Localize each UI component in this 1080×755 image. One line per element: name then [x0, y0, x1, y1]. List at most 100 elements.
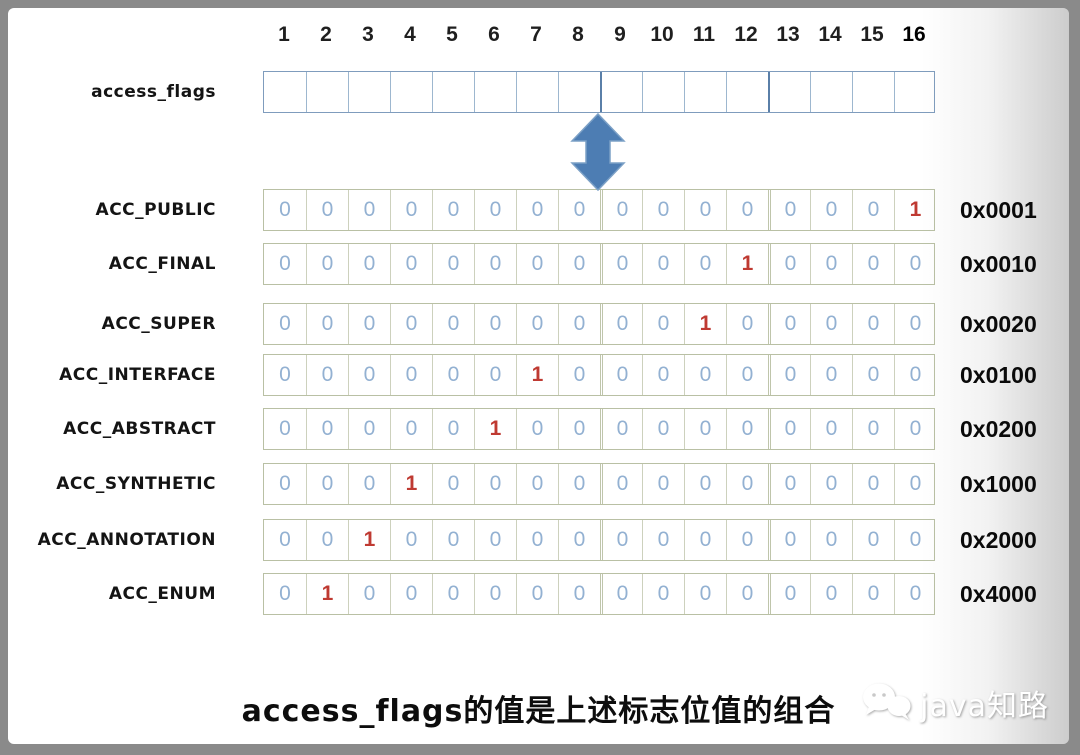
bit-cell: 0	[894, 464, 936, 504]
bit-cell: 0	[684, 355, 726, 395]
bit-cell: 0	[810, 244, 852, 284]
bit-cell: 0	[726, 574, 768, 614]
bit-cell: 0	[432, 574, 474, 614]
bit-cell: 1	[516, 355, 558, 395]
flag-label: ACC_ENUM	[108, 584, 216, 604]
bit-cell: 0	[474, 304, 516, 344]
bit-cell: 0	[642, 409, 684, 449]
flag-label: ACC_INTERFACE	[59, 365, 216, 385]
up-down-arrow-icon	[570, 112, 626, 192]
bit-index-10: 10	[650, 23, 674, 46]
bit-cell: 0	[279, 582, 291, 605]
bit-index-16: 16	[902, 23, 926, 46]
bit-cell: 0	[600, 355, 642, 395]
bit-cell: 0	[474, 464, 516, 504]
register-bit-cell	[558, 72, 600, 112]
register-bit-cell	[306, 72, 348, 112]
bit-index-header: 1 2 3 4 5 6 7 8 9 10 11 12 13 14 15 16	[263, 20, 935, 50]
bit-cell: 0	[600, 190, 642, 230]
bit-cell: 0	[684, 574, 726, 614]
bit-cell: 0	[600, 574, 642, 614]
bit-cell: 0	[852, 409, 894, 449]
bit-cell: 0	[306, 355, 348, 395]
bit-cell: 0	[432, 304, 474, 344]
bit-cell: 0	[642, 520, 684, 560]
bit-cell: 0	[558, 190, 600, 230]
flag-hex-value: 0x0200	[960, 416, 1037, 442]
bit-cell: 0	[474, 574, 516, 614]
bit-cell: 0	[684, 190, 726, 230]
watermark: java知路	[861, 680, 1049, 726]
bit-cell: 1	[684, 304, 726, 344]
bit-index-13: 13	[776, 23, 800, 46]
bit-cell: 0	[558, 355, 600, 395]
bit-cell: 0	[894, 574, 936, 614]
bit-index-1: 1	[278, 23, 290, 46]
bit-cell: 0	[432, 520, 474, 560]
bit-cell: 0	[558, 304, 600, 344]
bit-cell: 0	[768, 574, 810, 614]
bit-cell: 0	[432, 244, 474, 284]
watermark-text: java知路	[920, 689, 1049, 724]
register-bit-cell	[768, 72, 810, 112]
bit-cell: 0	[726, 190, 768, 230]
bit-cell: 0	[768, 464, 810, 504]
bit-cell: 0	[279, 312, 291, 335]
bit-cell: 0	[642, 574, 684, 614]
bit-cell: 0	[726, 409, 768, 449]
flag-row-acc_super: ACC_SUPER 0 0 0 0 0 0 0 0 0 0 1 0 0 0 0 0 0x0020	[8, 303, 1069, 345]
wechat-chat-bubbles-icon	[861, 680, 913, 726]
bit-cell: 0	[768, 409, 810, 449]
bit-cell: 0	[390, 190, 432, 230]
bit-cell: 0	[642, 355, 684, 395]
flag-label: ACC_FINAL	[108, 254, 216, 274]
bit-cell: 0	[852, 190, 894, 230]
bit-cell: 0	[279, 252, 291, 275]
bit-cell: 0	[810, 355, 852, 395]
bit-cell: 0	[516, 244, 558, 284]
bit-cell: 0	[600, 464, 642, 504]
bit-cell: 0	[852, 520, 894, 560]
bit-cell: 0	[306, 520, 348, 560]
bit-cell: 0	[516, 304, 558, 344]
flag-row-acc_abstract: ACC_ABSTRACT 0 0 0 0 0 1 0 0 0 0 0 0 0 0 0 0 0x0200	[8, 408, 1069, 450]
flag-label: ACC_PUBLIC	[95, 200, 216, 220]
bit-cell: 0	[306, 464, 348, 504]
bit-cell: 0	[390, 409, 432, 449]
bit-cell: 0	[390, 574, 432, 614]
register-bit-cell	[264, 72, 306, 112]
register-bit-cells	[263, 71, 935, 113]
bit-cell: 0	[894, 520, 936, 560]
register-bit-cell	[474, 72, 516, 112]
bit-cell: 0	[279, 417, 291, 440]
flag-label: ACC_SUPER	[101, 314, 216, 334]
bit-cell: 0	[810, 464, 852, 504]
bit-index-7: 7	[530, 23, 542, 46]
bit-cell: 0	[726, 520, 768, 560]
bit-cell: 0	[474, 244, 516, 284]
bit-cell: 0	[768, 355, 810, 395]
bit-cell: 0	[390, 520, 432, 560]
bit-cell: 0	[432, 190, 474, 230]
bit-cell: 0	[348, 355, 390, 395]
bit-cell: 0	[810, 190, 852, 230]
bit-cell: 1	[306, 574, 348, 614]
bit-cell: 0	[852, 464, 894, 504]
register-bit-cell	[600, 72, 642, 112]
bit-cell: 0	[768, 520, 810, 560]
bit-cell: 0	[279, 363, 291, 386]
bit-cell: 0	[432, 355, 474, 395]
bit-cell: 0	[600, 409, 642, 449]
bit-cell: 0	[306, 190, 348, 230]
bit-cell: 0	[516, 409, 558, 449]
register-bit-cell	[726, 72, 768, 112]
bit-cell: 0	[516, 190, 558, 230]
bit-cell: 0	[852, 304, 894, 344]
flag-row-acc_interface: ACC_INTERFACE 0 0 0 0 0 0 1 0 0 0 0 0 0 0 0 0 0x0100	[8, 354, 1069, 396]
bit-cell: 0	[810, 520, 852, 560]
bit-index-5: 5	[446, 23, 458, 46]
